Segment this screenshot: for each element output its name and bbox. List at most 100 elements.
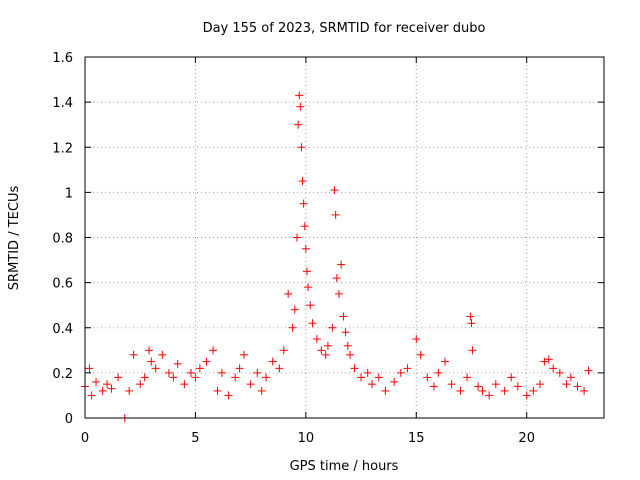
data-point bbox=[374, 373, 383, 382]
data-point bbox=[187, 368, 196, 377]
data-point bbox=[317, 346, 326, 355]
data-point bbox=[466, 312, 475, 321]
data-point bbox=[580, 386, 589, 395]
y-tick-label: 0.2 bbox=[52, 367, 73, 382]
data-point bbox=[332, 274, 341, 283]
y-tick-label: 0.6 bbox=[52, 277, 73, 292]
data-point bbox=[573, 382, 582, 391]
data-point bbox=[114, 373, 123, 382]
data-point bbox=[268, 357, 277, 366]
x-tick-label: 15 bbox=[408, 431, 425, 446]
data-point bbox=[540, 357, 549, 366]
data-point bbox=[312, 335, 321, 344]
data-point bbox=[103, 380, 112, 389]
y-tick-label: 1.4 bbox=[52, 96, 73, 111]
data-point bbox=[334, 289, 343, 298]
y-tick-label: 0 bbox=[65, 412, 73, 427]
x-tick-label: 20 bbox=[518, 431, 535, 446]
data-point bbox=[246, 380, 255, 389]
data-point bbox=[447, 380, 456, 389]
data-point bbox=[240, 350, 249, 359]
data-point bbox=[456, 386, 465, 395]
data-point bbox=[306, 301, 315, 310]
data-point bbox=[423, 373, 432, 382]
data-point bbox=[463, 373, 472, 382]
data-point bbox=[535, 380, 544, 389]
data-point bbox=[169, 373, 178, 382]
data-point bbox=[474, 382, 483, 391]
data-point bbox=[145, 346, 154, 355]
data-point bbox=[295, 91, 304, 100]
axis-ticks bbox=[84, 56, 604, 419]
data-point bbox=[297, 143, 306, 152]
data-point bbox=[209, 346, 218, 355]
data-point bbox=[396, 368, 405, 377]
data-point bbox=[136, 380, 145, 389]
data-point bbox=[294, 120, 303, 129]
grid-layer bbox=[85, 57, 604, 418]
data-point bbox=[140, 373, 149, 382]
chart-title: Day 155 of 2023, SRMTID for receiver dub… bbox=[203, 21, 486, 36]
data-point bbox=[158, 350, 167, 359]
data-point bbox=[390, 377, 399, 386]
data-point bbox=[331, 210, 340, 219]
data-point bbox=[562, 380, 571, 389]
data-point bbox=[467, 319, 476, 328]
data-point bbox=[173, 359, 182, 368]
data-point bbox=[129, 350, 138, 359]
data-point bbox=[224, 391, 233, 400]
data-point bbox=[85, 364, 94, 373]
data-point bbox=[368, 380, 377, 389]
data-point bbox=[500, 386, 509, 395]
data-point bbox=[566, 373, 575, 382]
x-tick-label: 10 bbox=[298, 431, 315, 446]
data-point bbox=[235, 364, 244, 373]
data-point bbox=[107, 384, 116, 393]
data-point bbox=[308, 319, 317, 328]
data-point bbox=[544, 355, 553, 364]
data-point bbox=[231, 373, 240, 382]
data-point bbox=[330, 186, 339, 195]
data-point bbox=[301, 244, 310, 253]
data-point bbox=[328, 323, 337, 332]
data-point bbox=[513, 382, 522, 391]
data-point bbox=[253, 368, 262, 377]
data-point bbox=[478, 386, 487, 395]
data-point bbox=[191, 373, 200, 382]
data-point bbox=[321, 350, 330, 359]
data-point bbox=[151, 364, 160, 373]
x-axis-title: GPS time / hours bbox=[290, 459, 399, 474]
data-point bbox=[357, 373, 366, 382]
x-tick-label: 0 bbox=[81, 431, 89, 446]
data-point bbox=[288, 323, 297, 332]
data-point bbox=[300, 222, 309, 231]
data-point bbox=[507, 373, 516, 382]
data-point bbox=[217, 368, 226, 377]
data-point bbox=[350, 364, 359, 373]
y-tick-label: 0.8 bbox=[52, 232, 73, 247]
data-point bbox=[98, 386, 107, 395]
x-tick-label: 5 bbox=[191, 431, 199, 446]
data-point bbox=[298, 177, 307, 186]
data-point bbox=[323, 341, 332, 350]
data-point bbox=[302, 267, 311, 276]
data-point bbox=[125, 386, 134, 395]
data-point bbox=[363, 368, 372, 377]
data-point bbox=[416, 350, 425, 359]
data-point bbox=[147, 357, 156, 366]
data-point bbox=[284, 289, 293, 298]
data-point bbox=[549, 364, 558, 373]
data-point bbox=[195, 364, 204, 373]
data-point bbox=[343, 341, 352, 350]
data-point bbox=[341, 328, 350, 337]
data-point bbox=[468, 346, 477, 355]
data-point bbox=[293, 233, 302, 242]
data-point bbox=[164, 368, 173, 377]
y-tick-label: 0.4 bbox=[52, 322, 73, 337]
data-point bbox=[440, 357, 449, 366]
data-point bbox=[275, 364, 284, 373]
data-point bbox=[290, 305, 299, 314]
plot-frame bbox=[84, 56, 605, 419]
tick-labels: 0 0.2 0.4 0.6 0.8 1 1.2 1.4 1.6 0 5 10 15 20 bbox=[52, 51, 535, 446]
